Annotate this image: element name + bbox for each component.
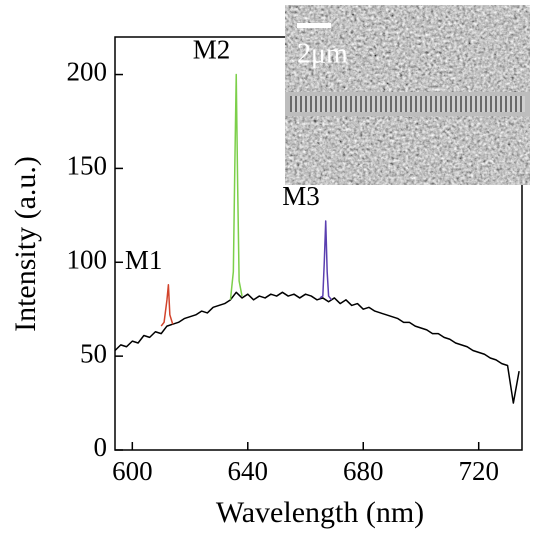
spectrum-line [229,73,243,300]
spectrum-line [160,284,174,327]
x-tick-label: 640 [228,456,269,486]
peak-label: M1 [125,245,163,275]
peak-label: M2 [193,35,231,65]
x-axis-title: Wavelength (nm) [216,496,424,529]
grating [290,96,525,112]
y-axis-title: Intensity (a.u.) [9,156,42,332]
spectrum-line [114,291,520,404]
scale-label: 2μm [297,38,348,69]
y-tick-label: 200 [67,57,108,87]
x-tick-label: 600 [112,456,153,486]
scale-bar [297,23,331,28]
y-tick-label: 0 [94,432,108,462]
peak-label: M3 [282,181,320,211]
inset-image: 2μm [285,5,530,185]
y-tick-label: 100 [67,244,108,274]
y-tick-label: 50 [80,338,107,368]
y-tick-label: 150 [67,151,108,181]
x-tick-label: 720 [458,456,499,486]
x-tick-label: 680 [343,456,384,486]
spectrum-line [319,220,333,301]
